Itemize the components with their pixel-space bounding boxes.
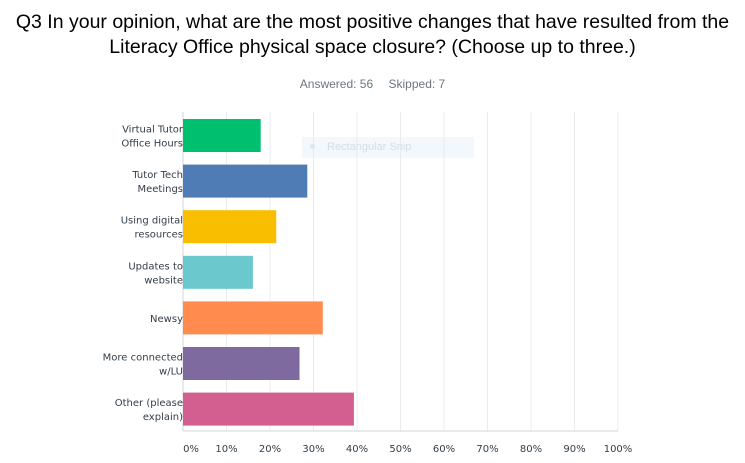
x-tick-label: 60% <box>433 444 455 455</box>
answered-count: Answered: 56 <box>299 77 374 91</box>
x-tick-label: 10% <box>215 444 237 455</box>
category-label: explain) <box>143 412 183 423</box>
x-tick-label: 70% <box>476 444 498 455</box>
x-tick-label: 50% <box>389 444 411 455</box>
category-label: w/LU <box>159 367 183 378</box>
bar <box>183 347 300 380</box>
x-tick-label: 20% <box>259 444 281 455</box>
x-tick-label: 90% <box>563 444 585 455</box>
bar <box>183 210 277 244</box>
category-label: Newsy <box>150 314 183 325</box>
category-label: resources <box>135 230 183 241</box>
category-label: Tutor Tech <box>131 170 183 181</box>
category-label: Other (please <box>115 398 183 409</box>
x-tick-label: 100% <box>604 444 633 455</box>
category-label: Virtual Tutor <box>122 125 184 136</box>
category-label: Meetings <box>137 184 183 195</box>
response-stats: Answered: 56 Skipped: 7 <box>0 77 745 91</box>
bar <box>183 119 261 152</box>
category-label: Updates to <box>128 261 183 272</box>
snip-dot-icon <box>310 144 315 149</box>
snip-label: Rectangular Snip <box>327 141 412 153</box>
x-tick-label: 0% <box>183 444 199 455</box>
bar <box>183 164 308 198</box>
category-label: website <box>144 275 183 286</box>
bar <box>183 301 323 335</box>
rectangular-snip-overlay: Rectangular Snip <box>302 137 474 158</box>
category-label: Office Hours <box>121 139 183 150</box>
bar <box>183 392 354 426</box>
category-label: Using digital <box>121 216 183 227</box>
skipped-count: Skipped: 7 <box>388 77 446 91</box>
x-tick-label: 40% <box>346 444 368 455</box>
x-tick-label: 80% <box>520 444 542 455</box>
x-tick-label: 30% <box>302 444 324 455</box>
category-label: More connected <box>103 353 183 364</box>
chart-title: Q3 In your opinion, what are the most po… <box>15 11 730 58</box>
bar <box>183 255 253 289</box>
